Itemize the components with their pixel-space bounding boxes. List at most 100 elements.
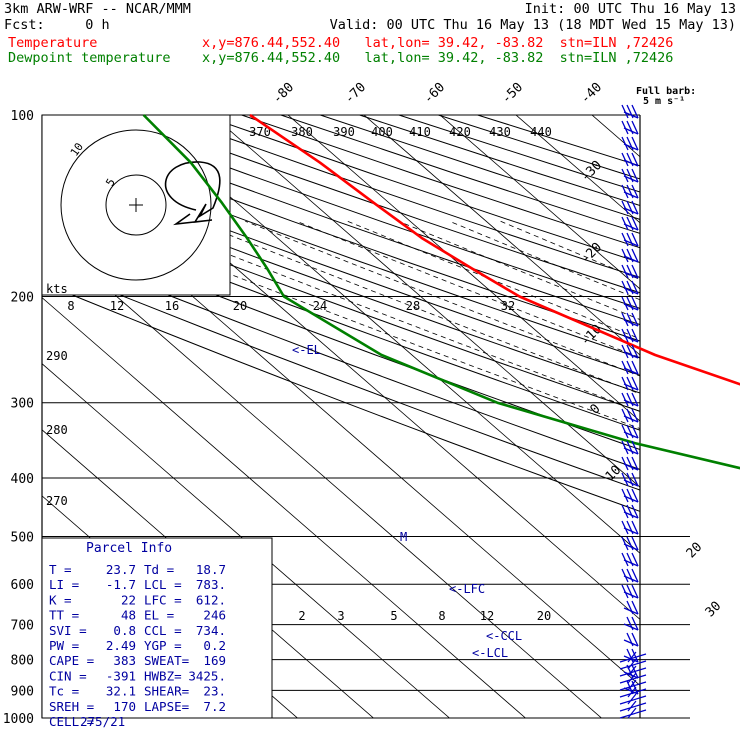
speed-label: 12 xyxy=(110,299,124,313)
parcel-field-value: 612. xyxy=(196,592,226,607)
isotherm xyxy=(42,230,603,718)
pressure-label: 300 xyxy=(11,397,34,412)
isotherm xyxy=(439,115,640,290)
speed-label: 32 xyxy=(501,299,515,313)
dry-adiabat xyxy=(42,263,640,491)
isotherm-label: 20 xyxy=(684,540,706,562)
pressure-label: 800 xyxy=(11,654,34,669)
parcel-field-label: YGP = xyxy=(144,638,182,653)
parcel-field-label: SVI = xyxy=(49,623,87,638)
theta-label: 440 xyxy=(530,125,552,139)
isotherm xyxy=(515,115,640,224)
isotherm-label: -30 xyxy=(578,158,605,185)
dry-adiabat xyxy=(359,115,640,207)
parcel-field-label: Tc = xyxy=(49,684,79,699)
model-title: 3km ARW-WRF -- NCAR/MMM xyxy=(4,1,191,17)
pressure-label: 600 xyxy=(11,578,34,593)
dry-adiabat xyxy=(42,175,640,394)
temperature-profile xyxy=(249,113,740,386)
parcel-field-value: 32.1 xyxy=(106,684,136,699)
pressure-label: 500 xyxy=(11,530,34,545)
theta-label: 420 xyxy=(449,125,471,139)
parcel-field-value: 0.8 xyxy=(113,623,136,638)
dry-adiabat xyxy=(42,191,640,412)
kts-label: kts xyxy=(46,282,68,296)
parcel-field-label: T = xyxy=(49,562,72,577)
theta-label: 380 xyxy=(291,125,313,139)
dry-adiabat xyxy=(438,115,640,180)
isotherm xyxy=(287,115,640,422)
mixing-ratio-label: 20 xyxy=(537,609,551,623)
parcel-field-label: SHEAR= xyxy=(144,684,189,699)
theta-label: 270 xyxy=(46,494,68,508)
parcel-level-label: M xyxy=(400,530,407,544)
isotherm-label: -70 xyxy=(342,80,369,107)
mixing-ratio-label: 5 xyxy=(390,609,397,623)
dry-adiabat xyxy=(42,209,640,431)
isotherm xyxy=(42,297,527,718)
pressure-label: 700 xyxy=(11,619,34,634)
parcel-field-label: SREH = xyxy=(49,699,94,714)
forecast-hour: Fcst: 0 h xyxy=(4,17,110,33)
isotherm-label: -50 xyxy=(499,80,526,107)
mixing-ratio-label: 12 xyxy=(480,609,494,623)
parcel-field-value: 3425. xyxy=(188,668,226,683)
dry-adiabat xyxy=(42,282,640,512)
parcel-field-value: 23. xyxy=(203,684,226,699)
hodograph-trace xyxy=(164,161,221,226)
isotherm-label: 0 xyxy=(587,401,603,417)
dewpoint-station-info: x,y=876.44,552.40 lat,lon= 39.42, -83.82… xyxy=(202,50,674,66)
hodograph-origin xyxy=(129,198,143,212)
parcel-field-label: TT = xyxy=(49,608,79,623)
parcel-level-label: <-LFC xyxy=(449,582,485,596)
isotherm xyxy=(363,115,640,356)
mixing-ratio-label: 3 xyxy=(337,609,344,623)
parcel-field-label: SWEAT= xyxy=(144,653,189,668)
dry-adiabat xyxy=(42,226,640,451)
mixing-ratio-label: 2 xyxy=(298,609,305,623)
isotherm-label: -80 xyxy=(270,80,297,107)
parcel-field-value: 0.2 xyxy=(203,638,226,653)
parcel-field-value: 246 xyxy=(203,608,226,623)
parcel-field-label: LAPSE= xyxy=(144,699,189,714)
pressure-label: 200 xyxy=(11,291,34,306)
moist-adiabat xyxy=(347,220,640,340)
theta-label: 390 xyxy=(333,125,355,139)
parcel-field-label: CAPE = xyxy=(49,653,94,668)
dry-adiabat xyxy=(202,115,640,264)
wind-barbs xyxy=(619,104,647,719)
speed-label: 20 xyxy=(233,299,247,313)
parcel-info-title: Parcel Info xyxy=(86,541,172,556)
theta-label: 430 xyxy=(489,125,511,139)
parcel-field-value: 7.2 xyxy=(203,699,226,714)
speed-label: 28 xyxy=(406,299,420,313)
parcel-field-label: CELL = xyxy=(49,714,94,729)
moist-adiabat xyxy=(296,220,640,359)
parcel-level-label: <-LCL xyxy=(472,646,508,660)
dry-adiabat xyxy=(42,244,640,470)
parcel-field-label: CIN = xyxy=(49,668,87,683)
parcel-field-value: 48 xyxy=(121,608,136,623)
parcel-level-label: <-CCL xyxy=(486,629,522,643)
parcel-field-label: Td = xyxy=(144,562,174,577)
isotherm-label: 30 xyxy=(703,599,725,621)
parcel-field-label: LFC = xyxy=(144,592,182,607)
isotherm-label: -60 xyxy=(421,80,448,107)
parcel-field-label: EL = xyxy=(144,608,174,623)
pressure-label: 100 xyxy=(11,109,34,124)
speed-label: 24 xyxy=(313,299,327,313)
isotherm-label: 10 xyxy=(603,463,625,485)
isotherm xyxy=(42,363,451,718)
isotherm xyxy=(677,57,740,731)
parcel-field-value: 18.7 xyxy=(196,562,226,577)
temperature-label: Temperature xyxy=(8,35,98,51)
parcel-field-value: 169 xyxy=(203,653,226,668)
parcel-field-value: 783. xyxy=(196,577,226,592)
speed-label: 16 xyxy=(165,299,179,313)
init-time: Init: 00 UTC Thu 16 May 13 xyxy=(524,1,736,17)
parcel-info-box xyxy=(41,537,273,719)
parcel-field-label: CCL = xyxy=(144,623,182,638)
dewpoint-profile xyxy=(142,114,740,470)
parcel-field-value: 275/21 xyxy=(80,714,125,729)
